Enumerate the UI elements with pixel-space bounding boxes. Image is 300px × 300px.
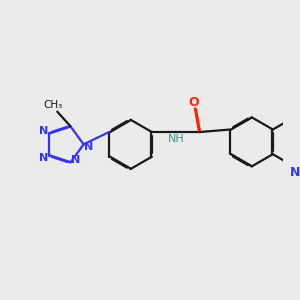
Text: NH: NH (168, 134, 184, 144)
Text: N: N (39, 153, 49, 163)
Text: N: N (290, 166, 300, 179)
Text: N: N (71, 155, 80, 165)
Text: N: N (84, 142, 93, 152)
Text: O: O (189, 95, 199, 109)
Text: N: N (39, 126, 49, 136)
Text: CH₃: CH₃ (44, 100, 63, 110)
